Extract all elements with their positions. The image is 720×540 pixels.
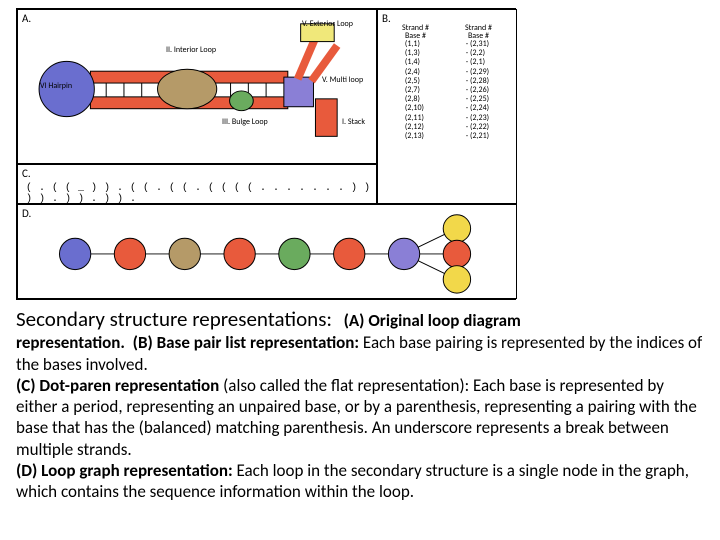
- panel-b-headers: Strand # Base # Strand # Base #: [378, 24, 516, 40]
- caption-d-bold: (D) Loop graph representation:: [16, 460, 233, 481]
- header-right: Strand # Base #: [465, 24, 492, 40]
- label-hairpin: VI Hairpin: [40, 82, 72, 91]
- panel-a: A. II. Interior Loop VI Hairpin III. Bul…: [17, 9, 377, 164]
- pair-item: (2,13): [405, 132, 424, 141]
- panel-b-label: B.: [382, 12, 391, 25]
- pair-list-right: - (2,31)- (2,2)- (2,1)- (2,29)- (2,28)- …: [466, 40, 489, 141]
- panel-c-label: C.: [22, 167, 31, 180]
- panel-c: C. ( . ( ( _ ) ) . ( ( . ( ( . ( ( ( ( .…: [17, 164, 377, 204]
- caption-c-bold: (C) Dot-paren representation: [16, 375, 219, 396]
- caption-lead: Secondary structure representations:: [16, 306, 332, 332]
- panel-b: B. Strand # Base # Strand # Base # (1,1)…: [377, 9, 517, 204]
- pair-item: - (2,21): [466, 132, 489, 141]
- label-bulge: III. Bulge Loop: [222, 118, 268, 127]
- label-multiloop: V. Multi loop: [322, 76, 363, 85]
- caption-b-bold: (B) Base pair list representation:: [133, 332, 359, 353]
- panel-d: D.: [17, 204, 517, 299]
- label-interior: II. Interior Loop: [166, 46, 216, 55]
- label-stack: I. Stack: [342, 118, 365, 127]
- label-exterior: V. Exterior Loop: [302, 20, 353, 29]
- pair-list-left: (1,1)(1,3)(1,4)(2,4)(2,5)(2,7)(2,8)(2,10…: [405, 40, 424, 141]
- header-left: Strand # Base #: [402, 24, 429, 40]
- dot-paren-text: ( . ( ( _ ) ) . ( ( . ( ( . ( ( ( ( . . …: [26, 183, 376, 205]
- figure-grid: A. II. Interior Loop VI Hairpin III. Bul…: [16, 8, 516, 300]
- panel-b-rows: (1,1)(1,3)(1,4)(2,4)(2,5)(2,7)(2,8)(2,10…: [378, 40, 516, 141]
- loop-graph: [18, 205, 516, 298]
- figure-caption: Secondary structure representations: (A)…: [16, 306, 704, 502]
- caption-a-rest-bold: representation.: [16, 332, 125, 353]
- caption-a-bold: (A) Original loop diagram: [344, 310, 521, 331]
